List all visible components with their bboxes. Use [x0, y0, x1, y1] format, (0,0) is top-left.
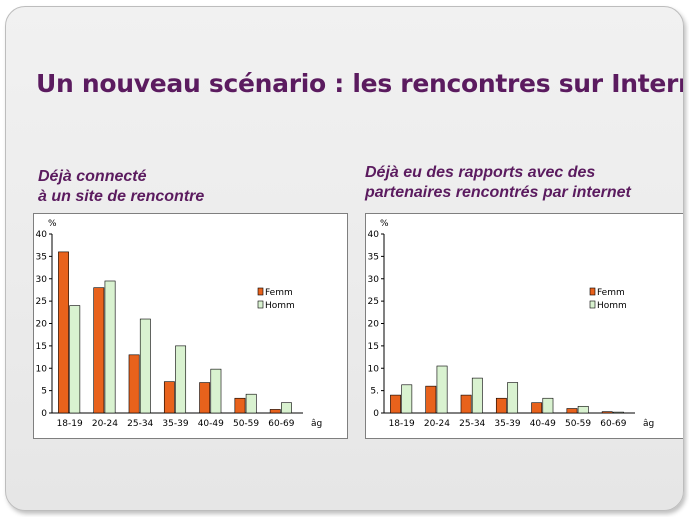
- chart-2-title-line-1: Déjà eu des rapports avec des: [365, 164, 596, 181]
- chart-1-bar-hommes-35-39: [175, 345, 187, 414]
- chart-2-bar-hommes-60-69: [613, 411, 624, 414]
- chart-2-xtick-label: 40-49: [530, 419, 556, 429]
- chart-1-xlabel: âg: [311, 419, 322, 429]
- chart-1-ytick-label: 20: [36, 320, 48, 330]
- chart-2-xlabel: âg: [643, 419, 654, 429]
- chart-2-bar-femmes-18-19: [390, 394, 401, 414]
- chart-2-bar-hommes-25-34: [471, 377, 483, 414]
- chart-2-ytick-label: 25: [368, 297, 379, 307]
- chart-1-legend-swatch-femmes: [257, 287, 264, 296]
- chart-2-ytick-label: 40: [368, 230, 380, 240]
- chart-2-xtick-label: 50-59: [565, 419, 591, 429]
- chart-1-ytick-label: 25: [36, 297, 47, 307]
- chart-1-legend-label-hommes: Homm: [265, 301, 295, 311]
- chart-2-bar-hommes-40-49: [542, 397, 554, 414]
- chart-1-ytick-label: 35: [36, 252, 47, 262]
- chart-1-xtick-label: 35-39: [162, 419, 188, 429]
- chart-2-xtick-label: 25-34: [459, 419, 485, 429]
- chart-2-xtick-label: 35-39: [494, 419, 520, 429]
- chart-2-title-line-2: partenaires rencontrés par internet: [365, 184, 631, 201]
- chart-2-bar-hommes-50-59: [577, 405, 589, 414]
- chart-2-legend-swatch-hommes: [589, 300, 596, 309]
- chart-1-title: Déjà connecté à un site de rencontre: [38, 167, 204, 207]
- chart-2-ytick-label: 10: [368, 364, 380, 374]
- chart-1-bar-femmes-50-59: [234, 397, 246, 414]
- chart-2-bar-hommes-18-19: [401, 384, 413, 414]
- chart-1-ytick-label: 10: [36, 364, 48, 374]
- chart-2-xtick-label: 20-24: [424, 419, 450, 429]
- chart-1-title-line-2: à un site de rencontre: [38, 188, 205, 205]
- chart-1-title-line-1: Déjà connecté: [38, 168, 147, 185]
- chart-2-legend-label-femmes: Femm: [597, 288, 625, 298]
- chart-2-bar-hommes-20-24: [436, 365, 448, 414]
- chart-2: % 0 5. 10 15 20 25 30 35 40 18-19 20-24 25-34 35-39 40…: [365, 213, 683, 439]
- chart-1-bar-femmes-40-49: [199, 382, 211, 414]
- chart-2-bar-femmes-25-34: [460, 394, 472, 414]
- chart-1-bar-femmes-25-34: [128, 354, 140, 414]
- chart-1-ylabel: %: [48, 219, 57, 229]
- chart-2-ytick-label: 15: [368, 342, 379, 352]
- chart-2-ytick-label: 30: [368, 275, 380, 285]
- chart-1-bar-hommes-50-59: [245, 393, 257, 414]
- chart-1-bar-hommes-20-24: [104, 280, 116, 414]
- chart-1-xtick-label: 25-34: [127, 419, 153, 429]
- chart-1: % 0 5 10 15 20 25 30 35 40 18-19 20-24 25-34 35-39 40-…: [33, 213, 348, 439]
- chart-1-bar-femmes-60-69: [269, 409, 281, 414]
- chart-2-legend-label-hommes: Homm: [597, 301, 627, 311]
- chart-1-ytick-label: 5: [41, 387, 47, 397]
- chart-2-bar-femmes-60-69: [601, 411, 613, 414]
- chart-2-xtick-label: 18-19: [389, 419, 415, 429]
- chart-1-ytick-label: 40: [36, 230, 48, 240]
- chart-2-title: Déjà eu des rapports avec des partenaire…: [365, 163, 631, 203]
- chart-1-bar-hommes-25-34: [139, 318, 151, 414]
- chart-2-ytick-label: 20: [368, 320, 380, 330]
- chart-1-bar-hommes-40-49: [210, 368, 222, 414]
- chart-2-plot: % 0 5. 10 15 20 25 30 35 40 18-19 20-24 25-34 35-39 40…: [368, 219, 655, 429]
- chart-2-bar-hommes-35-39: [507, 382, 519, 414]
- chart-2-xtick-label: 60-69: [600, 419, 626, 429]
- chart-2-ylabel: %: [380, 219, 389, 229]
- chart-1-bar-femmes-35-39: [163, 381, 175, 414]
- chart-1-ytick-label: 0: [41, 409, 47, 419]
- chart-1-ytick-label: 30: [36, 275, 48, 285]
- chart-2-bar-femmes-50-59: [566, 408, 578, 414]
- chart-2-bar-femmes-35-39: [495, 397, 507, 414]
- chart-1-xtick-label: 18-19: [57, 419, 83, 429]
- chart-2-bar-femmes-20-24: [425, 385, 437, 414]
- chart-1-plot: % 0 5 10 15 20 25 30 35 40 18-19 20-24 25-34 35-39 40-…: [36, 219, 323, 429]
- chart-1-ytick-label: 15: [36, 342, 47, 352]
- page-title: Un nouveau scénario : les rencontres sur…: [36, 69, 684, 98]
- chart-1-bar-femmes-18-19: [58, 251, 69, 414]
- slide: Un nouveau scénario : les rencontres sur…: [5, 6, 684, 511]
- chart-2-ytick-label: 0: [373, 409, 379, 419]
- chart-1-xtick-label: 20-24: [92, 419, 118, 429]
- chart-1-legend-label-femmes: Femm: [265, 288, 293, 298]
- chart-1-bar-hommes-60-69: [281, 402, 292, 414]
- chart-2-ytick-label: 35: [368, 252, 379, 262]
- chart-1-bar-femmes-20-24: [93, 287, 105, 414]
- chart-2-bar-femmes-40-49: [531, 402, 543, 414]
- chart-1-bar-hommes-18-19: [69, 305, 81, 414]
- chart-1-legend-swatch-hommes: [257, 300, 264, 309]
- chart-1-xtick-label: 60-69: [268, 419, 294, 429]
- chart-1-xtick-label: 50-59: [233, 419, 259, 429]
- chart-2-ytick-label: 5.: [370, 387, 379, 397]
- chart-1-xtick-label: 40-49: [198, 419, 224, 429]
- chart-2-legend-swatch-femmes: [589, 287, 596, 296]
